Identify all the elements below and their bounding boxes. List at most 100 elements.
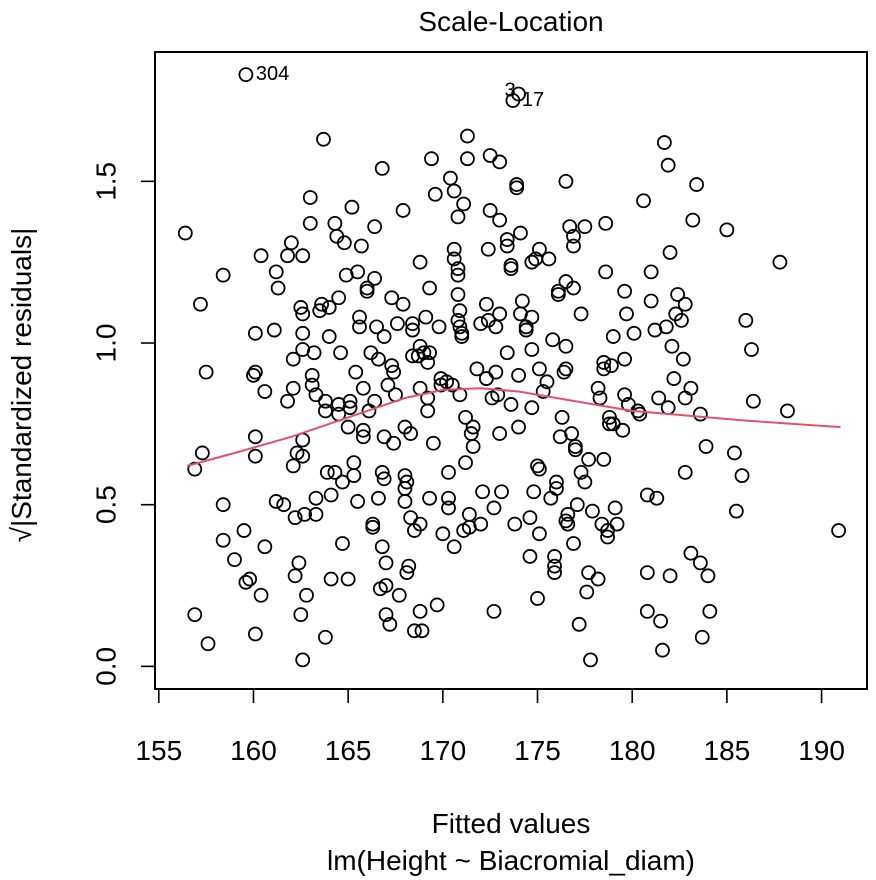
data-point [492, 426, 508, 441]
data-point [532, 461, 547, 477]
data-point [342, 393, 358, 409]
data-point [327, 464, 343, 480]
point-label: 3 [505, 79, 516, 101]
data-point [215, 532, 231, 548]
data-point [458, 455, 473, 471]
data-point [545, 332, 561, 348]
chart-title: Scale-Location [418, 6, 604, 37]
data-point [302, 215, 318, 231]
data-point [424, 151, 439, 167]
data-point [352, 319, 367, 335]
data-point [422, 490, 437, 506]
data-point [452, 303, 468, 319]
data-point [247, 448, 263, 464]
data-point [247, 626, 263, 642]
data-point [452, 319, 468, 335]
data-point [287, 510, 303, 526]
data-point [443, 170, 458, 186]
data-point [656, 135, 672, 150]
data-point [486, 603, 502, 619]
data-point [376, 471, 392, 487]
data-point [268, 494, 284, 509]
data-point [550, 287, 566, 302]
data-point [609, 516, 625, 532]
data-point [405, 322, 420, 338]
y-axis-label: √|Standardized residuals| [6, 227, 37, 543]
data-point [365, 516, 381, 532]
data-point [295, 306, 311, 322]
data-point [558, 173, 574, 189]
data-point [304, 377, 320, 393]
data-point [511, 367, 526, 383]
data-point [374, 464, 390, 480]
data-point [617, 387, 633, 403]
data-point [583, 652, 598, 668]
data-point [577, 219, 593, 235]
data-point [425, 435, 441, 451]
data-point [293, 607, 309, 623]
data-point [308, 490, 324, 506]
data-point [283, 235, 299, 251]
data-point [344, 199, 360, 215]
data-point [636, 193, 651, 209]
y-tick-label: 1.5 [90, 162, 121, 201]
data-point [566, 280, 581, 296]
data-point [323, 487, 339, 503]
data-point [461, 506, 477, 522]
data-point [412, 603, 428, 619]
data-point [674, 312, 689, 328]
data-point [524, 400, 540, 416]
data-point [187, 607, 203, 623]
data-point [535, 384, 551, 399]
data-point [285, 458, 301, 474]
data-point [700, 568, 716, 584]
data-point [482, 148, 498, 163]
data-point [450, 209, 466, 225]
data-point [677, 464, 693, 480]
data-point [299, 587, 314, 603]
data-point [352, 309, 367, 325]
data-point [499, 232, 515, 247]
data-point [658, 319, 674, 335]
data-point [450, 261, 466, 277]
data-point [384, 358, 400, 374]
x-axis: 155 160 165 170 175 180 185 190 [135, 688, 845, 766]
data-point [562, 219, 578, 235]
data-point [505, 93, 521, 108]
data-point [738, 312, 754, 328]
data-point [596, 452, 612, 467]
data-point [653, 613, 668, 629]
data-point [600, 529, 615, 545]
data-point [287, 568, 303, 584]
data-point [649, 490, 665, 506]
data-point [522, 510, 538, 526]
data-point [378, 578, 394, 593]
data-point [507, 516, 523, 532]
data-point [558, 338, 574, 354]
data-point [554, 409, 570, 425]
y-tick-label: 0.0 [90, 647, 121, 686]
data-point [293, 300, 309, 315]
data-point [450, 312, 466, 328]
data-point [596, 355, 612, 370]
data-point [335, 474, 350, 490]
data-point [367, 219, 383, 235]
x-tick-label: 170 [419, 735, 466, 766]
data-point [187, 461, 203, 477]
data-point [518, 319, 534, 335]
data-point [514, 293, 530, 309]
data-point [308, 506, 324, 522]
data-point [532, 526, 547, 542]
data-point [581, 565, 597, 580]
data-point [342, 400, 358, 416]
data-point [441, 500, 456, 516]
data-point [382, 616, 398, 632]
data-point [662, 245, 678, 260]
data-point [602, 416, 617, 432]
x-tick-label: 160 [230, 735, 277, 766]
data-point [567, 439, 583, 454]
data-point [585, 503, 600, 519]
data-point [295, 448, 311, 464]
data-point [200, 636, 216, 652]
data-point [549, 481, 564, 496]
